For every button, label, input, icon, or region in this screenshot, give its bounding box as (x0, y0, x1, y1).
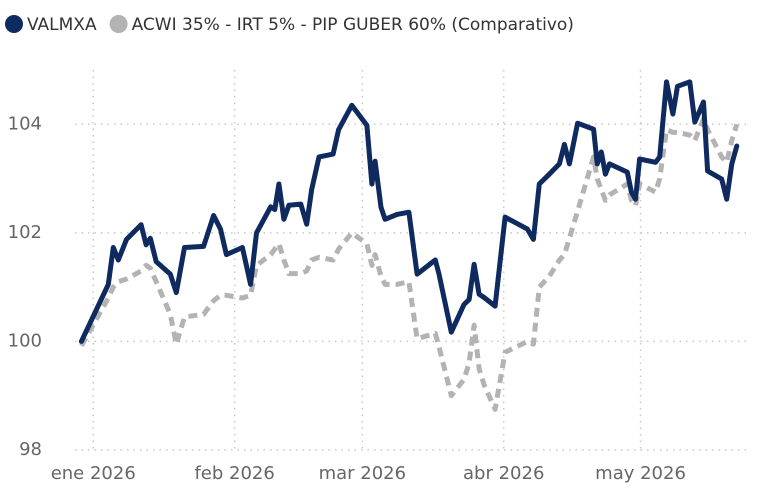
y-tick-label: 98 (19, 439, 42, 460)
legend-label: ACWI 35% - IRT 5% - PIP GUBER 60% (Compa… (132, 15, 574, 35)
x-tick-label: feb 2026 (194, 463, 274, 484)
legend-marker (109, 15, 128, 33)
legend-marker (5, 15, 23, 33)
series-line (79, 116, 740, 412)
y-tick-label: 100 (8, 330, 42, 351)
x-tick-label: ene 2026 (51, 463, 136, 484)
series-line (78, 79, 740, 344)
y-tick-label: 104 (8, 113, 42, 134)
x-tick-label: may 2026 (595, 463, 686, 484)
x-tick-label: mar 2026 (319, 463, 407, 484)
y-tick-label: 102 (8, 222, 42, 243)
legend-label: VALMXA (27, 15, 97, 35)
x-tick-label: abr 2026 (463, 463, 544, 484)
